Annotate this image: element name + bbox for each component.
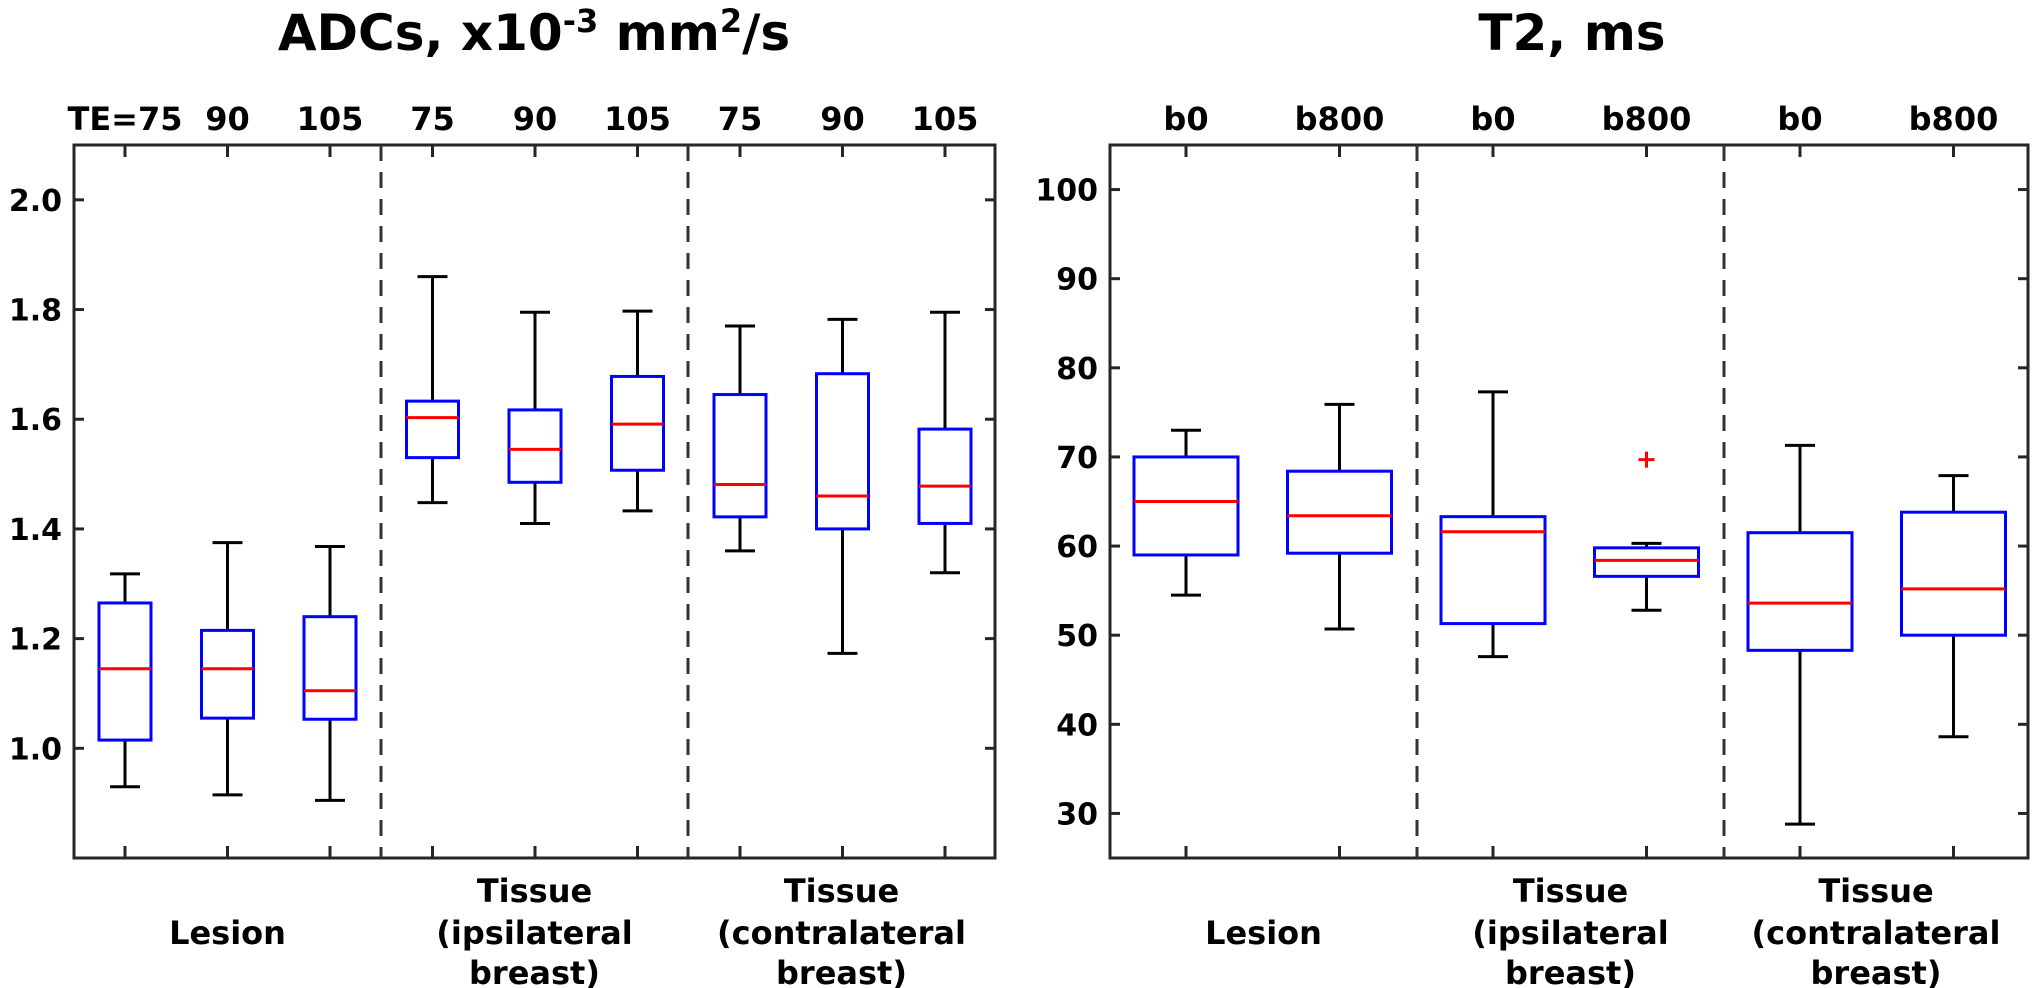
box-plot [302,544,358,802]
y-tick-label: 1.8 [9,294,62,329]
chart-title-main: T2, ms [1478,4,1665,62]
group-label-line: breast) [776,954,907,988]
iqr-box [815,372,870,531]
y-tick-label: 70 [1056,441,1098,476]
box-plot [610,309,665,513]
box-plot [405,275,460,505]
y-tick-label: 60 [1056,530,1098,565]
iqr-box [712,393,768,519]
y-tick-label: 80 [1056,352,1098,387]
category-label: 90 [513,100,558,138]
category-label: 75 [718,100,763,138]
box-plot [1593,451,1700,612]
group-label-line: breast) [1811,954,1942,988]
y-tick-label: 1.6 [9,403,62,438]
y-tick-label: 100 [1035,174,1098,209]
iqr-box [200,628,255,720]
category-label: 90 [820,100,865,138]
category-label: 105 [297,100,364,138]
group-label-line: Lesion [1205,914,1322,952]
box-plot [1439,390,1547,659]
box-plot [1900,474,2007,739]
box-plot [815,317,870,655]
group-label-line: (contralateral [717,914,966,952]
iqr-box [507,408,563,484]
group-label: Tissue (contralateral breast) [717,872,966,988]
category-label: b800 [1295,100,1385,138]
chart-title: T2, ms [1478,4,1665,62]
box-plot [97,572,153,789]
iqr-box [1439,515,1547,626]
adc-panel: ADCs, x10-3 mm2/s 1.0 1.2 1.4 1.6 1.8 2.0 TE=75… [9,2,997,988]
group-label-line: Tissue [1818,872,1933,910]
group-label-line: Tissue [1513,872,1628,910]
y-tick-label: 30 [1056,797,1098,832]
chart-title-main: ADCs, x10 [278,4,563,62]
chart-title-unit: mm [598,4,720,62]
iqr-box [1593,546,1700,578]
y-tick-label: 1.2 [9,623,62,658]
group-label-line: (ipsilateral [436,914,632,952]
iqr-box [302,615,358,721]
iqr-box [1286,469,1393,555]
group-label-line: breast) [469,954,600,988]
group-label-line: (contralateral [1752,914,2001,952]
category-label: 105 [604,100,671,138]
box-plot [1746,443,1854,826]
y-tick-label: 90 [1056,263,1098,298]
group-label-line: (ipsilateral [1472,914,1668,952]
y-tick-label: 50 [1056,619,1098,654]
chart-title-superscript: -3 [563,2,599,40]
category-label: TE=75 [67,100,182,138]
group-label: Lesion [1205,914,1322,952]
outlier-marker [1638,451,1655,468]
y-tick-label: 1.0 [9,732,62,767]
group-label: Tissue (ipsilateral breast) [436,872,632,988]
iqr-box [917,427,973,525]
box-plot [712,324,768,553]
group-label-line: breast) [1505,954,1636,988]
category-label: 105 [912,100,979,138]
iqr-box [1132,455,1240,557]
y-tick-label: 40 [1056,708,1098,743]
chart-title: ADCs, x10-3 mm2/s [278,2,790,62]
group-label-line: Lesion [169,914,286,952]
iqr-box [97,601,153,742]
category-label: 90 [205,100,250,138]
category-label: b800 [1602,100,1692,138]
group-label: Lesion [169,914,286,952]
y-tick-label: 1.4 [9,513,62,548]
chart-title-unit-tail: /s [742,4,790,62]
box-plot [917,310,973,575]
iqr-box [1746,531,1854,652]
chart-title-superscript: 2 [720,2,742,40]
category-label: 75 [410,100,455,138]
axes-frame [1108,143,2030,860]
category-label: b800 [1909,100,1999,138]
group-label-line: Tissue [477,872,592,910]
group-label-line: Tissue [784,872,899,910]
box-plot [1286,402,1393,631]
iqr-box [405,399,460,460]
group-label: Tissue (contralateral breast) [1752,872,2001,988]
category-label: b0 [1163,100,1208,138]
y-tick-label: 2.0 [9,184,62,219]
iqr-box [1900,510,2007,637]
group-label: Tissue (ipsilateral breast) [1472,872,1668,988]
box-plot [507,310,563,525]
category-label: b0 [1470,100,1515,138]
box-plot [200,541,255,797]
box-plot [1132,428,1240,597]
category-label: b0 [1777,100,1822,138]
t2-panel: T2, ms 30 40 50 60 70 80 90 100 b0 b800 b0 b800 b0 b80… [1035,4,2030,988]
